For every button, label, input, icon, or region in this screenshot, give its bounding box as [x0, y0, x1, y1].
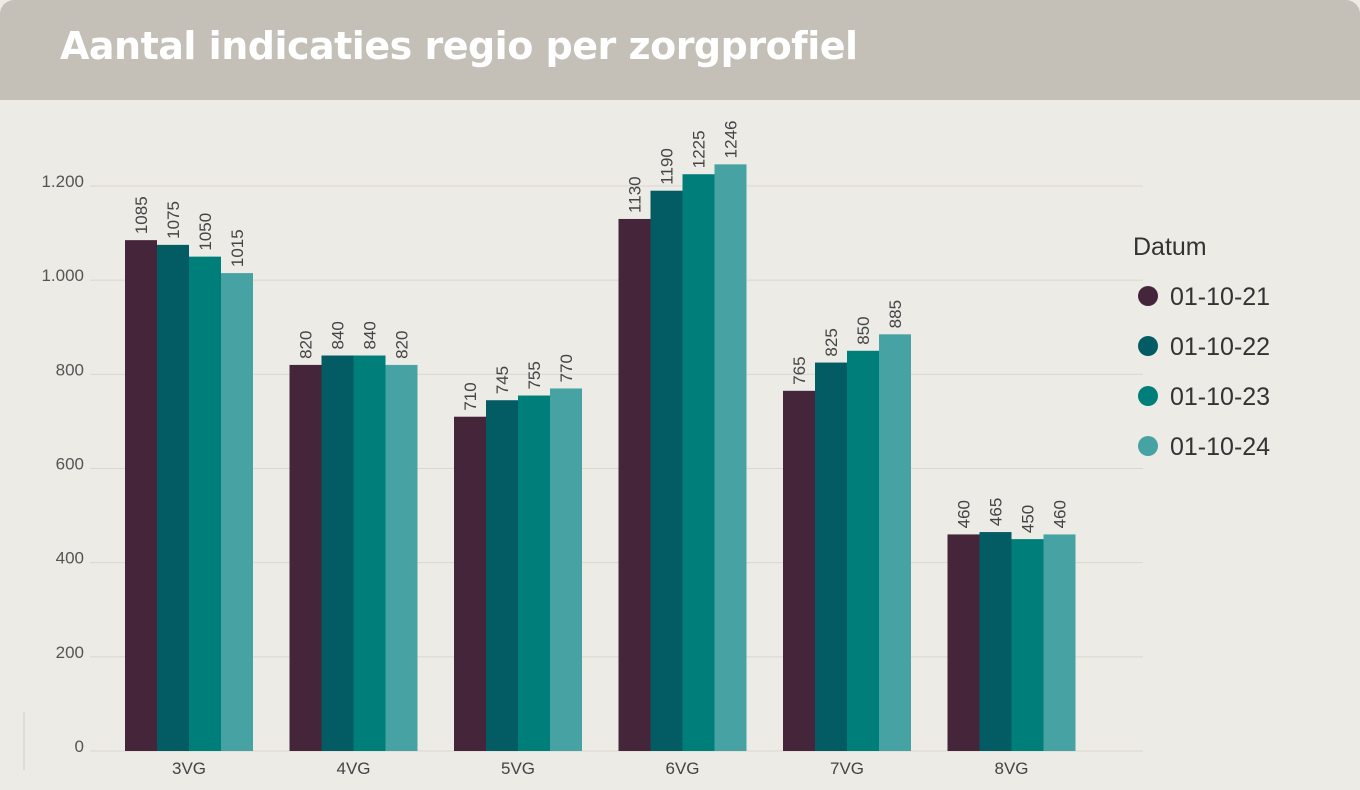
y-tick-label: 1.200: [41, 172, 84, 191]
y-tick-label: 200: [56, 643, 84, 662]
x-category-label: 6VG: [665, 759, 699, 778]
data-label: 820: [393, 331, 412, 359]
bar: [650, 190, 683, 752]
bar: [847, 350, 879, 751]
data-label: 1015: [228, 229, 247, 267]
data-label: 840: [361, 321, 380, 349]
bar: [289, 364, 322, 751]
y-tick-label: 400: [56, 549, 84, 568]
y-tick-label: 800: [56, 360, 84, 379]
data-label: 460: [1051, 500, 1070, 528]
legend-label: 01-10-21: [1170, 283, 1270, 311]
data-label: 770: [557, 354, 576, 382]
data-label: 1246: [722, 121, 741, 159]
legend-marker: [1138, 286, 1158, 306]
data-label: 1225: [690, 130, 709, 168]
data-label: 1190: [658, 148, 677, 185]
data-label: 1050: [196, 213, 215, 251]
bar: [486, 400, 518, 751]
legend-marker: [1138, 336, 1158, 356]
bar: [385, 364, 418, 751]
bar: [221, 273, 253, 751]
data-label: 1130: [626, 176, 645, 213]
chart-header: Aantal indicaties regio per zorgprofiel: [0, 0, 1360, 100]
data-label: 765: [790, 356, 809, 384]
bar: [125, 240, 157, 752]
bar: [353, 355, 386, 751]
bar: [815, 362, 847, 751]
bar: [979, 532, 1012, 751]
x-category-label: 8VG: [994, 759, 1028, 778]
data-label: 825: [822, 328, 841, 356]
legend-title: Datum: [1133, 233, 1207, 261]
bar: [189, 256, 221, 751]
bar: [1043, 534, 1076, 751]
bar: [1011, 539, 1044, 751]
data-label: 755: [525, 361, 544, 389]
y-tick-label: 1.000: [41, 266, 84, 285]
bar: [879, 334, 911, 751]
data-label: 1075: [164, 201, 183, 239]
data-label: 745: [493, 366, 512, 394]
bar: [454, 416, 486, 751]
x-category-label: 4VG: [336, 759, 370, 778]
data-label: 710: [461, 382, 480, 410]
legend-label: 01-10-23: [1170, 383, 1270, 411]
data-label: 850: [854, 316, 873, 344]
y-tick-label: 0: [75, 737, 84, 756]
bar: [518, 395, 550, 751]
bar: [618, 218, 651, 752]
data-label: 820: [297, 331, 316, 359]
legend-marker: [1138, 386, 1158, 406]
x-category-label: 5VG: [501, 759, 535, 778]
data-label: 840: [329, 321, 348, 349]
chart-title: Aantal indicaties regio per zorgprofiel: [60, 24, 858, 68]
legend-marker: [1138, 436, 1158, 456]
data-label: 1085: [132, 196, 151, 234]
bar: [783, 390, 815, 751]
data-label: 460: [955, 500, 974, 528]
legend-label: 01-10-24: [1170, 433, 1270, 461]
y-tick-label: 600: [56, 455, 84, 474]
data-label: 885: [886, 300, 905, 328]
bar: [157, 244, 189, 751]
bar: [550, 388, 582, 751]
bar: [321, 355, 354, 751]
legend-label: 01-10-22: [1170, 333, 1270, 361]
x-category-label: 3VG: [172, 759, 206, 778]
bar: [947, 534, 980, 751]
data-label: 465: [987, 498, 1006, 526]
data-label: 450: [1019, 505, 1038, 533]
bar: [682, 174, 715, 751]
bar: [714, 164, 747, 751]
x-category-label: 7VG: [830, 759, 864, 778]
